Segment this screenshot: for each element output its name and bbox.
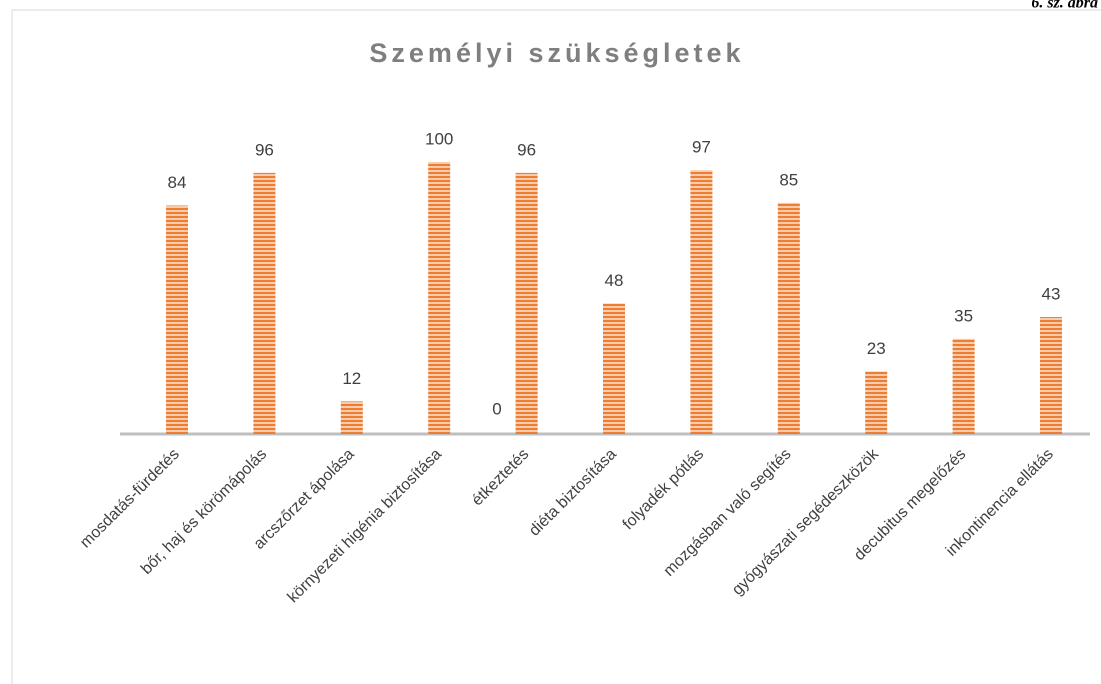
data-label: 100 [425, 129, 453, 148]
bar [428, 162, 451, 434]
annotation: 0 [492, 399, 501, 418]
data-label: 85 [779, 170, 798, 189]
bar [865, 371, 888, 434]
data-label: 84 [168, 173, 187, 192]
bar [952, 338, 975, 434]
x-tick-label: étkeztetés [469, 446, 533, 510]
x-tick-label: gyógyászati segédeszközök [729, 445, 883, 599]
bar [777, 202, 800, 434]
data-label: 96 [517, 140, 536, 159]
data-label: 96 [255, 140, 274, 159]
x-tick-label: folyadék pótlás [620, 446, 708, 534]
x-tick-label: környezeti higénia biztosítása [285, 446, 446, 607]
bar [1040, 317, 1062, 434]
data-label: 43 [1042, 285, 1061, 304]
chart-frame [11, 9, 1101, 684]
bar [515, 172, 538, 434]
bar [690, 170, 713, 434]
bar [340, 401, 363, 434]
data-label: 12 [342, 369, 361, 388]
bar [166, 205, 188, 434]
bar [603, 303, 625, 434]
data-label: 23 [867, 339, 886, 358]
data-label: 35 [954, 306, 973, 325]
chart-title: Személyi szükségletek [369, 38, 744, 68]
bar [253, 172, 276, 434]
figure-label: 6. sz. ábra [1031, 0, 1098, 12]
data-label: 97 [692, 138, 711, 157]
data-label: 48 [605, 271, 624, 290]
x-tick-label: diéta biztosítása [526, 446, 620, 540]
